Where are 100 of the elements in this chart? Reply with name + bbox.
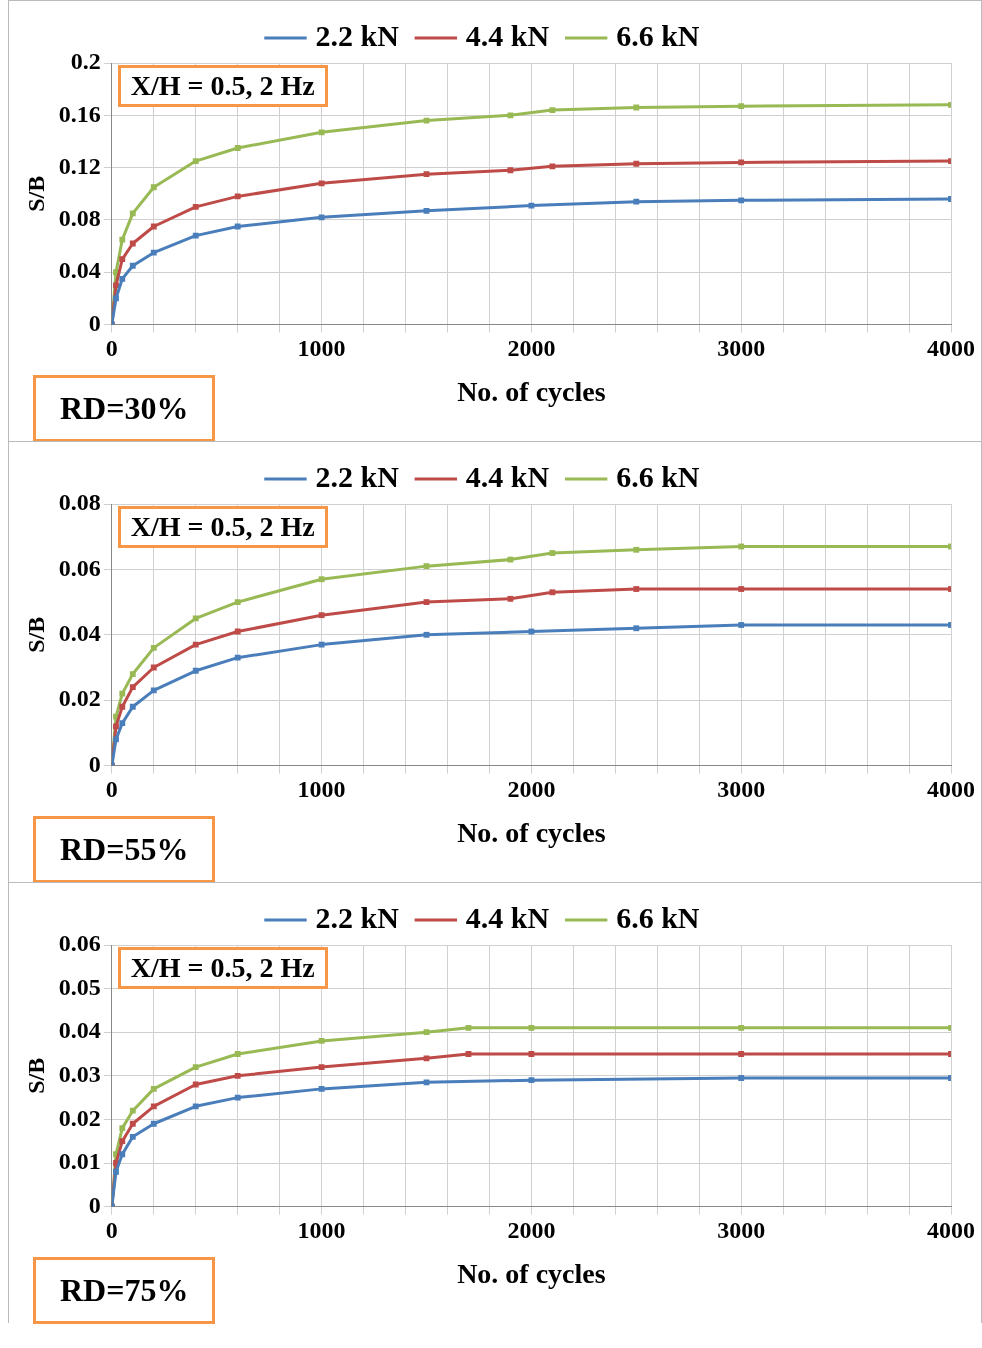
point: [113, 269, 119, 276]
x-tick-label: 0: [105, 335, 118, 362]
point: [119, 236, 126, 243]
point: [423, 1055, 430, 1062]
point: [129, 262, 136, 269]
y-tick-label: 0.03: [58, 1061, 101, 1087]
point: [129, 703, 136, 710]
point: [113, 713, 119, 720]
point: [119, 690, 126, 697]
y-tick-label: 0: [88, 1191, 101, 1218]
point: [423, 207, 430, 214]
point: [119, 720, 126, 726]
point: [234, 654, 241, 661]
x-axis-title: No. of cycles: [457, 376, 606, 408]
point: [150, 1120, 157, 1127]
point: [738, 622, 745, 628]
point: [150, 223, 157, 230]
x-tick-label: 2000: [507, 776, 556, 803]
point: [507, 167, 514, 174]
point: [738, 1024, 745, 1031]
y-tick-label: 0.02: [58, 685, 101, 712]
legend-label: 4.4 kN: [465, 900, 550, 934]
point: [318, 612, 325, 619]
point: [119, 256, 126, 263]
point: [465, 1024, 472, 1031]
point: [423, 563, 430, 570]
y-tick-label: 0.2: [70, 48, 101, 75]
point: [113, 723, 119, 730]
point: [129, 1120, 136, 1127]
point: [549, 107, 556, 113]
point: [318, 129, 325, 136]
y-axis-title: S/B: [22, 1057, 49, 1094]
point: [633, 546, 640, 553]
point: [129, 671, 136, 677]
x-tick-label: 1000: [297, 1217, 346, 1244]
legend-label: 6.6 kN: [616, 18, 700, 52]
y-tick-label: 0.08: [58, 489, 101, 516]
y-tick-label: 0.04: [58, 620, 101, 646]
x-tick-label: 3000: [717, 1217, 766, 1244]
point: [234, 628, 241, 635]
point: [738, 1075, 745, 1081]
point: [738, 103, 745, 110]
point: [423, 599, 430, 606]
y-axis-title: S/B: [22, 616, 49, 653]
y-tick-label: 0.08: [58, 205, 101, 232]
y-tick-label: 0: [88, 309, 101, 336]
point: [192, 641, 199, 648]
annotation: X/H = 0.5, 2 Hz: [117, 506, 328, 548]
y-tick-label: 0.16: [58, 100, 101, 127]
annotation: X/H = 0.5, 2 Hz: [117, 65, 328, 107]
x-tick-label: 0: [105, 776, 118, 803]
point: [234, 1072, 241, 1079]
point: [528, 1024, 535, 1031]
text: RD=55%: [33, 815, 216, 883]
legend-label: 2.2 kN: [315, 459, 400, 493]
point: [549, 550, 556, 556]
point: [633, 104, 640, 111]
y-tick-label: 0.01: [58, 1148, 101, 1175]
point: [633, 625, 640, 632]
point: [465, 1051, 472, 1057]
point: [119, 1138, 126, 1145]
y-tick-label: 0.06: [58, 554, 101, 581]
point: [318, 180, 325, 187]
point: [129, 1133, 136, 1140]
x-tick-label: 4000: [927, 776, 975, 803]
point: [119, 703, 126, 710]
point: [507, 595, 514, 602]
point: [234, 193, 241, 200]
point: [150, 664, 157, 671]
point: [423, 171, 430, 178]
y-tick-label: 0.02: [58, 1104, 101, 1131]
point: [738, 197, 745, 204]
point: [528, 1077, 535, 1084]
point: [113, 736, 119, 743]
point: [113, 1151, 119, 1158]
point: [738, 159, 745, 166]
point: [129, 210, 136, 217]
point: [318, 1064, 325, 1070]
point: [423, 631, 430, 638]
x-tick-label: 1000: [297, 776, 346, 803]
point: [738, 543, 745, 550]
x-tick-label: 1000: [297, 335, 346, 362]
point: [150, 644, 157, 651]
point: [234, 599, 241, 606]
point: [633, 586, 640, 592]
point: [129, 684, 136, 691]
point: [234, 223, 241, 230]
x-tick-label: 2000: [507, 335, 556, 362]
point: [507, 112, 514, 119]
point: [423, 1029, 430, 1036]
text: RD=30%: [33, 374, 216, 442]
point: [150, 1103, 157, 1110]
point: [119, 1151, 126, 1158]
point: [234, 145, 241, 151]
point: [150, 249, 157, 256]
point: [192, 158, 199, 165]
point: [192, 1103, 199, 1110]
point: [528, 202, 535, 209]
x-tick-label: 4000: [927, 1217, 975, 1244]
point: [528, 1051, 535, 1057]
